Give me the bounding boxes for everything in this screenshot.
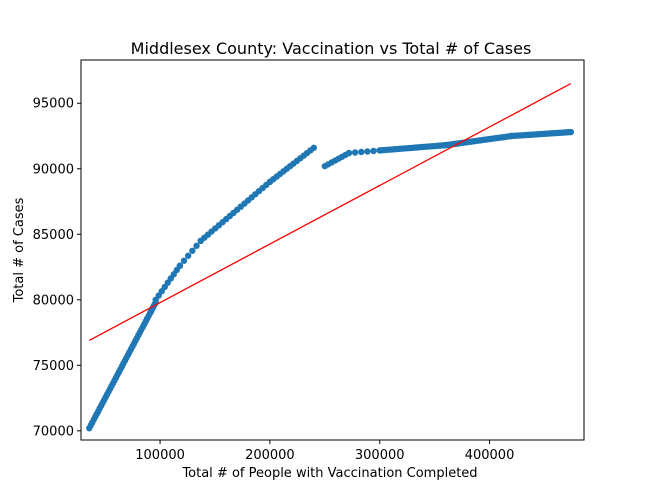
data-point: [345, 149, 353, 157]
fit-line: [88, 83, 572, 341]
y-tick-label: 95000: [33, 97, 74, 112]
y-axis-ticks: 70000 75000 80000 85000 90000 95000: [33, 97, 81, 439]
y-tick-label: 90000: [33, 162, 74, 177]
y-tick-label: 70000: [33, 424, 74, 439]
data-point: [370, 147, 377, 155]
data-point: [180, 257, 188, 264]
x-tick-label: 200000: [245, 448, 295, 463]
plot-area: [80, 59, 585, 441]
data-point: [351, 149, 359, 156]
data-point: [176, 262, 184, 269]
x-axis-label: Total # of People with Vaccination Compl…: [181, 466, 477, 481]
regression-line: [88, 83, 572, 341]
data-point: [358, 148, 365, 156]
data-points: [86, 128, 575, 432]
data-point: [310, 144, 318, 151]
data-point: [364, 148, 371, 155]
x-axis-ticks: 100000 200000 300000 400000: [135, 440, 514, 463]
y-tick-label: 80000: [33, 293, 74, 308]
data-point: [189, 247, 196, 254]
y-axis-label: Total # of Cases: [12, 197, 27, 303]
y-tick-label: 75000: [33, 359, 74, 374]
data-point: [193, 242, 200, 250]
data-point: [567, 128, 575, 136]
x-tick-label: 100000: [135, 448, 185, 463]
plot-frame: [80, 59, 585, 441]
x-tick-label: 400000: [465, 448, 515, 463]
y-tick-label: 85000: [33, 228, 74, 243]
chart-title: Middlesex County: Vaccination vs Total #…: [131, 39, 532, 58]
data-point: [184, 252, 192, 259]
x-tick-label: 300000: [355, 448, 405, 463]
